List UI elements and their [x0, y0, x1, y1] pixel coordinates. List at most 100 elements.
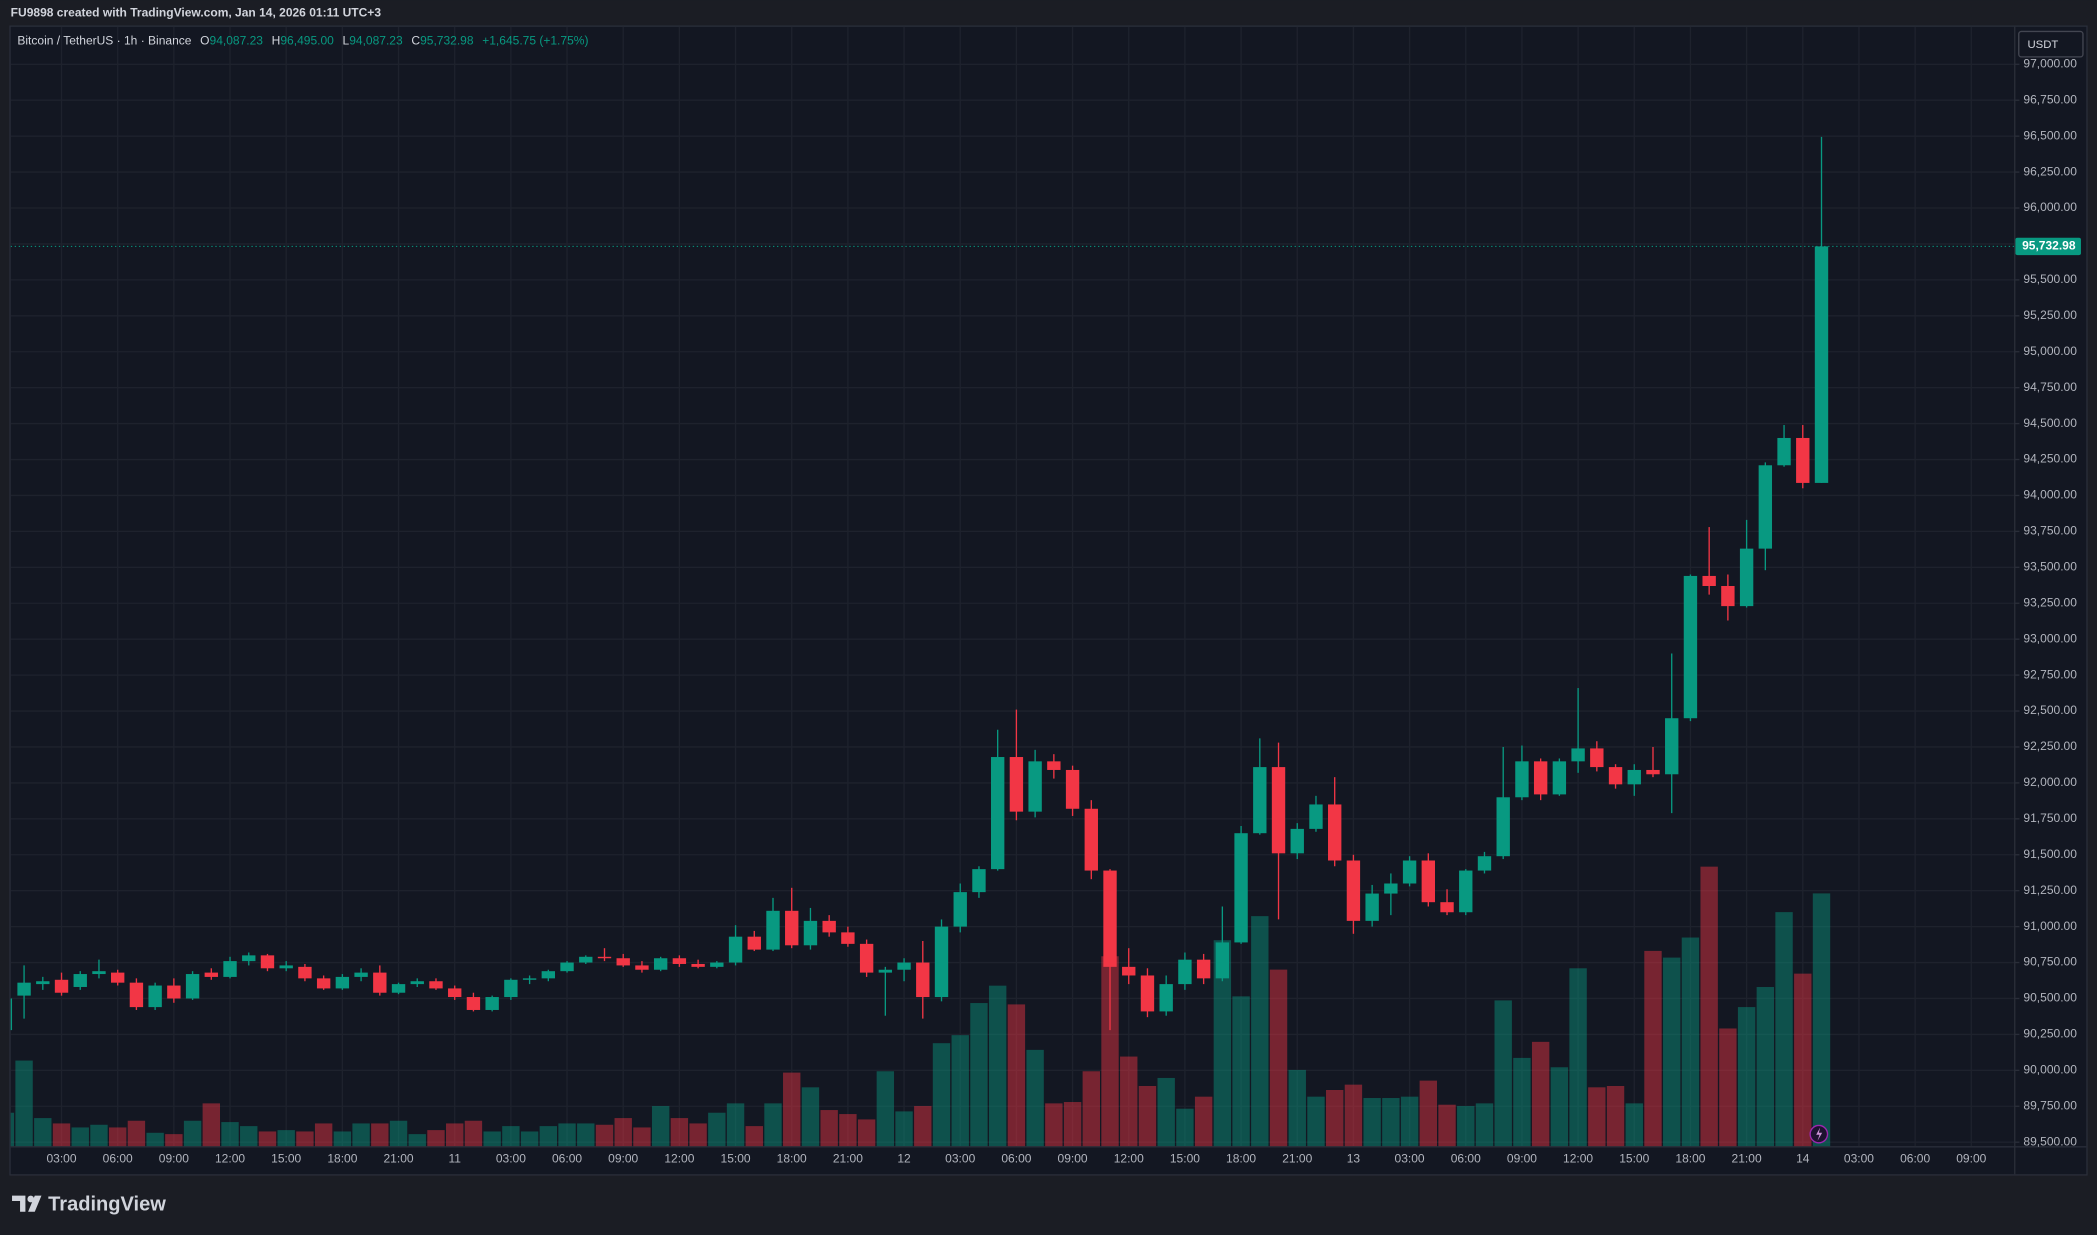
volume-bar — [502, 1126, 520, 1147]
x-tick-label: 21:00 — [1732, 1152, 1762, 1166]
candle-body — [1552, 761, 1567, 795]
volume-bar — [371, 1123, 389, 1147]
volume-bar — [389, 1120, 408, 1147]
y-tick-label: 91,500.00 — [2023, 847, 2077, 861]
candle-body — [1571, 748, 1585, 762]
x-tick-label: 03:00 — [1844, 1152, 1874, 1166]
candle-body — [260, 955, 275, 969]
x-tick-label: 03:00 — [46, 1152, 76, 1166]
legend: Bitcoin / TetherUS · 1h · Binance O94,08… — [17, 34, 588, 48]
volume-bar — [783, 1072, 801, 1147]
volume-bar — [1606, 1085, 1625, 1147]
currency-box[interactable] — [2018, 30, 2084, 58]
y-tick-label: 93,000.00 — [2023, 631, 2077, 645]
volume-bar — [1288, 1069, 1306, 1147]
candle-body — [129, 982, 144, 1008]
volume-bar — [183, 1120, 202, 1147]
candle-body — [1515, 761, 1529, 798]
volume-bar — [595, 1124, 614, 1147]
y-tick-label: 92,500.00 — [2023, 703, 2077, 717]
y-tick-label: 90,000.00 — [2023, 1063, 2077, 1077]
x-tick-label: 21:00 — [833, 1152, 863, 1166]
volume-bar — [708, 1112, 726, 1147]
volume-bar — [1157, 1077, 1175, 1147]
candle-body — [1140, 975, 1155, 1012]
volume-bar — [1007, 1004, 1026, 1147]
volume-bar — [914, 1106, 932, 1147]
volume-bar — [614, 1118, 632, 1147]
volume-bar — [876, 1071, 895, 1147]
candle-body — [1665, 718, 1679, 775]
volume-bar — [1120, 1056, 1138, 1147]
x-tick-label: 06:00 — [552, 1152, 582, 1166]
candle-body — [897, 962, 911, 970]
candle-body — [1196, 959, 1211, 979]
candle-body — [1533, 761, 1548, 795]
x-tick-label: 03:00 — [1395, 1152, 1425, 1166]
legend-c: 95,732.98 — [420, 34, 474, 48]
candle-body — [859, 943, 874, 973]
candle-body — [279, 965, 293, 969]
x-tick-label: 09:00 — [1058, 1152, 1088, 1166]
y-tick-label: 94,250.00 — [2023, 452, 2077, 466]
volume-bar — [558, 1123, 576, 1147]
candle-body — [691, 963, 705, 967]
candle-body — [111, 972, 125, 983]
volume-bar — [1101, 956, 1119, 1147]
volume-bar — [1045, 1103, 1063, 1147]
volume-bar — [1625, 1103, 1643, 1147]
volume-bar — [1269, 969, 1288, 1147]
y-tick-label: 95,000.00 — [2023, 344, 2077, 358]
volume-bar — [1363, 1098, 1381, 1147]
candle-body — [1309, 804, 1323, 829]
last-price-label: 95,732.98 — [2022, 239, 2076, 253]
y-tick-label: 94,000.00 — [2023, 488, 2077, 502]
volume-bar — [1082, 1071, 1100, 1147]
candle-body — [1028, 761, 1042, 812]
y-tick-label: 89,500.00 — [2023, 1134, 2077, 1148]
candle-body — [448, 988, 462, 998]
volume-bar — [240, 1126, 258, 1147]
axes: 89,500.00 89,750.00 90,000.00 90,250.00 90,5… — [46, 56, 2081, 1166]
legend-h-label: H — [272, 34, 281, 48]
y-tick-label: 96,000.00 — [2023, 200, 2077, 214]
currency-label[interactable]: USDT — [2027, 39, 2058, 51]
candle-body — [822, 920, 836, 933]
x-tick-label: 15:00 — [721, 1152, 751, 1166]
volume-bar — [651, 1106, 670, 1147]
candle-body — [1590, 748, 1604, 768]
volume-bar — [464, 1120, 483, 1147]
candle-body — [1365, 893, 1379, 921]
volume-bar — [970, 1003, 988, 1147]
x-tick-label: 12:00 — [1114, 1152, 1144, 1166]
y-tick-label: 93,750.00 — [2023, 524, 2077, 538]
volume-bar — [1400, 1096, 1419, 1147]
volume-bar — [10, 1112, 15, 1147]
candle-body — [990, 757, 1005, 870]
candle-body — [1047, 761, 1061, 770]
volume-bar — [1194, 1096, 1213, 1147]
volume-bar — [520, 1131, 539, 1147]
y-tick-label: 94,500.00 — [2023, 416, 2077, 430]
candle-body — [785, 910, 799, 946]
legend-o-label: O — [200, 34, 209, 48]
y-tick-label: 92,750.00 — [2023, 667, 2077, 681]
volume-bar — [1475, 1103, 1494, 1147]
x-tick-label: 13 — [1347, 1152, 1361, 1166]
candle-body — [766, 910, 780, 950]
candle-body — [485, 997, 499, 1010]
candle-body — [410, 981, 424, 985]
candle-body — [373, 972, 387, 993]
candle-body — [972, 869, 986, 893]
x-tick-label: 15:00 — [1170, 1152, 1200, 1166]
volume-bar — [146, 1132, 164, 1147]
x-tick-label: 21:00 — [383, 1152, 413, 1166]
y-tick-label: 93,250.00 — [2023, 595, 2077, 609]
candle-body — [17, 982, 31, 996]
volume-bar — [951, 1035, 969, 1147]
y-tick-label: 96,750.00 — [2023, 92, 2077, 106]
volume-bar — [745, 1126, 763, 1147]
volume-bar — [764, 1103, 782, 1147]
legend-h: 96,495.00 — [280, 34, 334, 48]
